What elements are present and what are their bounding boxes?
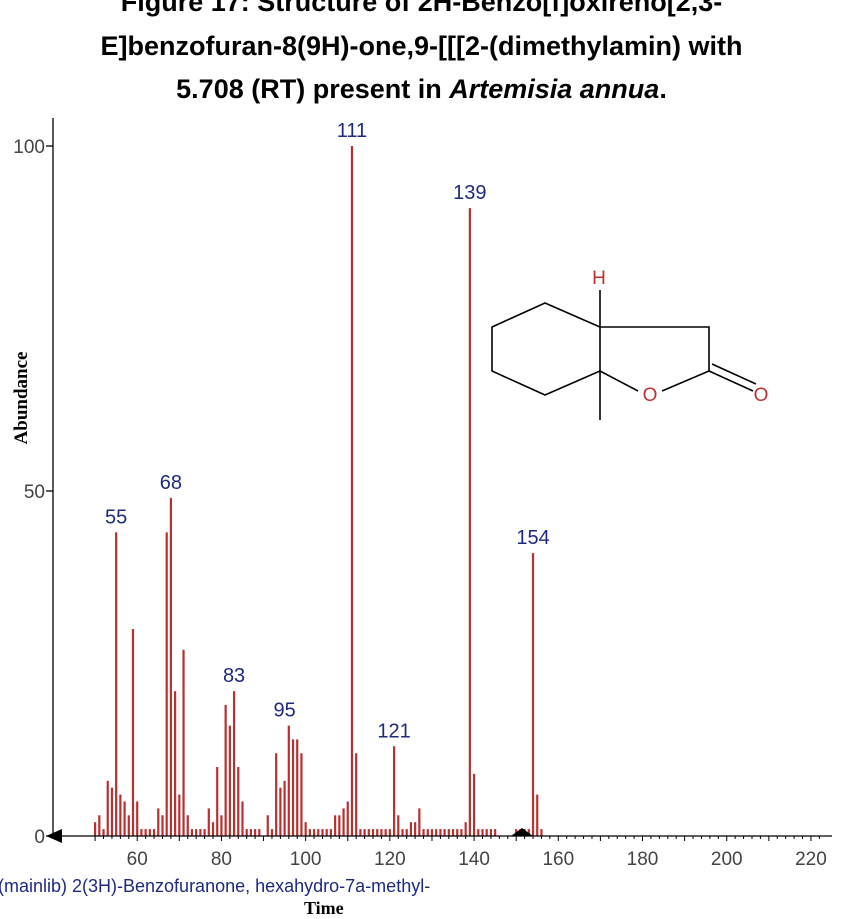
y-axis-label: Abundance xyxy=(11,352,32,445)
peak-label-68: 68 xyxy=(160,472,182,494)
x-tick-label: 120 xyxy=(374,849,406,870)
caption-line-3-prefix: 5.708 (RT) present in xyxy=(176,74,450,104)
x-tick-label: 180 xyxy=(627,849,659,870)
carbonyl-oxygen-label: O xyxy=(754,385,769,406)
caption-line-1: Figure 17: Structure of 2H-Benzo[f]oxire… xyxy=(120,0,723,17)
peak-label-111: 111 xyxy=(337,120,367,142)
cyclohexane-ring xyxy=(491,302,601,396)
x-tick-label: 60 xyxy=(127,849,148,870)
molecule-structure: H O O xyxy=(491,268,769,420)
axes-layer: 60 80 100 120 140 160 180 200 220 0 50 100 xyxy=(13,118,832,870)
x-tick-label: 160 xyxy=(542,849,574,870)
peak-label-95: 95 xyxy=(273,700,295,722)
peak-label-139: 139 xyxy=(453,182,486,204)
carbonyl-bond xyxy=(708,363,757,392)
peaks-layer xyxy=(94,146,543,836)
y-tick-label: 50 xyxy=(24,482,45,503)
caption-line-3-suffix: . xyxy=(659,74,667,104)
x-tick-label: 140 xyxy=(458,849,490,870)
labels-layer: 55 68 83 95 111 121 139 154 xyxy=(105,120,550,742)
x-axis-left-arrow xyxy=(46,829,62,843)
x-tick-label: 200 xyxy=(711,849,743,870)
x-axis-label: Time xyxy=(304,898,344,918)
caption-line-2: E]benzofuran-8(9H)-one,9-[[[2-(dimethyla… xyxy=(100,31,743,61)
x-tick-label: 220 xyxy=(795,849,827,870)
y-tick-label: 0 xyxy=(34,827,45,848)
peak-label-121: 121 xyxy=(377,720,410,742)
caption-species: Artemisia annua xyxy=(449,74,660,104)
peak-label-154: 154 xyxy=(516,527,549,549)
ring-oxygen-label: O xyxy=(643,385,658,406)
retention-marker xyxy=(511,828,533,836)
library-match-line: (mainlib) 2(3H)-Benzofuranone, hexahydro… xyxy=(0,876,431,896)
y-tick-label: 100 xyxy=(13,137,45,158)
peak-label-83: 83 xyxy=(223,665,245,687)
caption-line-3: 5.708 (RT) present in Artemisia annua. xyxy=(0,71,843,108)
x-tick-label: 100 xyxy=(290,849,322,870)
x-tick-label: 80 xyxy=(211,849,232,870)
lactone-ring xyxy=(599,326,710,392)
hydrogen-atom-label: H xyxy=(592,268,606,289)
peak-label-55: 55 xyxy=(105,506,127,528)
